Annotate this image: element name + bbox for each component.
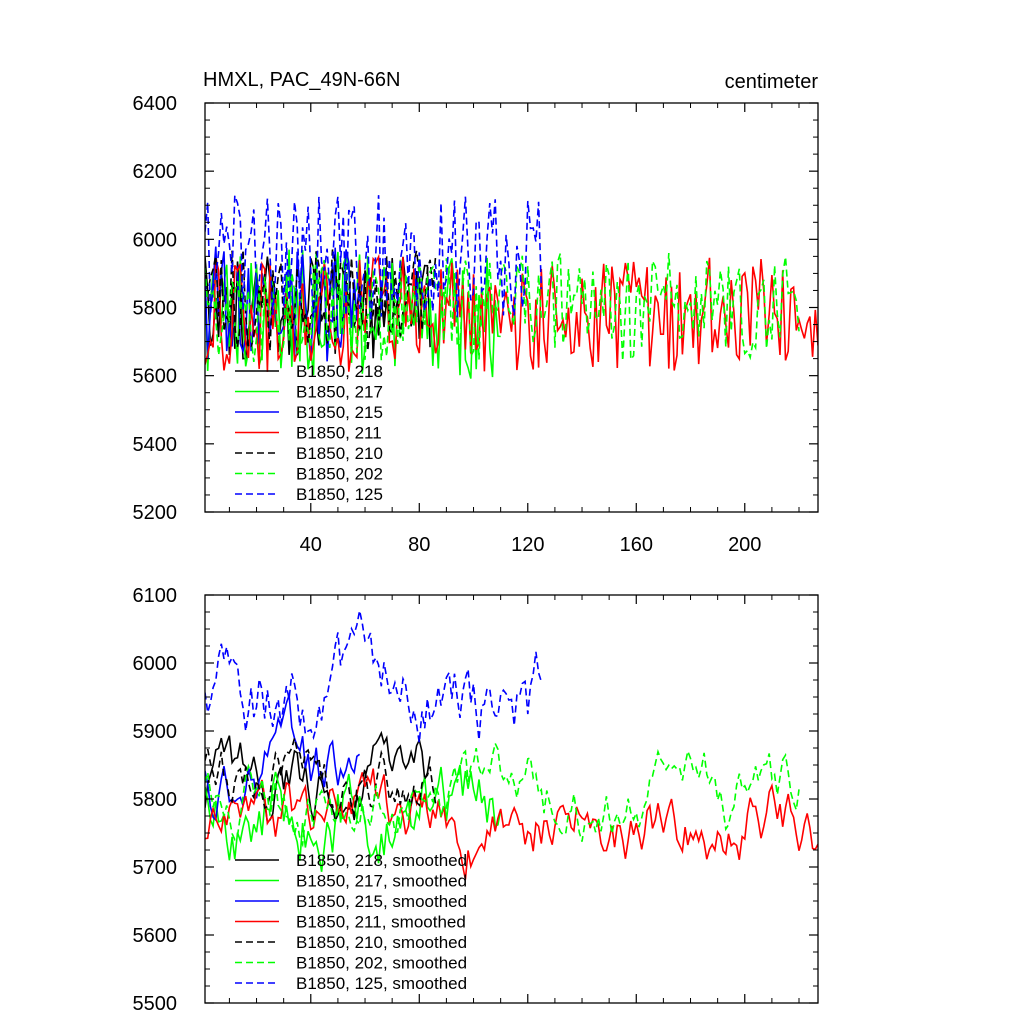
- y-tick-label: 5600: [133, 925, 178, 947]
- y-tick-label: 5400: [133, 434, 178, 456]
- x-tick-label: 40: [300, 534, 322, 556]
- series-line-5: [205, 253, 800, 362]
- series-line-0: [205, 730, 431, 824]
- y-tick-label: 6000: [133, 229, 178, 251]
- y-tick-label: 5600: [133, 366, 178, 388]
- legend-label: B1850, 217, smoothed: [296, 872, 467, 891]
- chart-title: HMXL, PAC_49N-66N: [203, 69, 400, 91]
- legend-label: B1850, 125, smoothed: [296, 974, 467, 993]
- series-line-1: [205, 764, 502, 872]
- y-tick-label: 6000: [133, 653, 178, 675]
- y-tick-label: 5800: [133, 789, 178, 811]
- y-tick-label: 6200: [133, 161, 178, 183]
- legend-label: B1850, 215: [296, 403, 383, 422]
- y-tick-label: 5200: [133, 502, 178, 524]
- series-lines: [205, 195, 818, 379]
- y-tick-label: 6400: [133, 93, 178, 115]
- series-line-5: [205, 740, 800, 848]
- legend-label: B1850, 217: [296, 383, 383, 402]
- x-tick-label: 120: [511, 534, 544, 556]
- chart-panel-bottom: 5500 5600 5700 5800 5900 6000 6100 B1850, 218, …: [133, 585, 819, 1015]
- y-tick-label: 5700: [133, 857, 178, 879]
- legend-label: B1850, 210: [296, 444, 383, 463]
- legend: B1850, 218, smoothed B1850, 217, smoothed…: [235, 851, 467, 993]
- x-tick-label: 160: [620, 534, 653, 556]
- legend-label: B1850, 210, smoothed: [296, 933, 467, 952]
- series-line-6: [205, 195, 543, 322]
- legend-label: B1850, 211, smoothed: [296, 913, 466, 932]
- legend-label: B1850, 215, smoothed: [296, 892, 467, 911]
- legend-label: B1850, 218: [296, 362, 383, 381]
- y-tick-label: 5800: [133, 298, 178, 320]
- legend-label: B1850, 202, smoothed: [296, 954, 467, 973]
- series-line-4: [205, 737, 437, 824]
- y-tick-label: 6100: [133, 585, 178, 607]
- legend-label: B1850, 202: [296, 465, 383, 484]
- units-label: centimeter: [725, 71, 819, 93]
- series-line-6: [205, 610, 543, 743]
- y-tick-label: 5900: [133, 721, 178, 743]
- x-tick-label: 200: [728, 534, 761, 556]
- x-tick-label: 80: [408, 534, 430, 556]
- series-lines: [205, 610, 818, 880]
- chart-panel-top: HMXL, PAC_49N-66N centimeter 5200 5400 560…: [133, 69, 819, 556]
- series-line-4: [205, 249, 437, 352]
- series-line-2: [205, 246, 361, 362]
- legend-label: B1850, 125: [296, 485, 383, 504]
- legend-label: B1850, 218, smoothed: [296, 851, 467, 870]
- legend-label: B1850, 211: [296, 424, 382, 443]
- y-tick-label: 5500: [133, 993, 178, 1015]
